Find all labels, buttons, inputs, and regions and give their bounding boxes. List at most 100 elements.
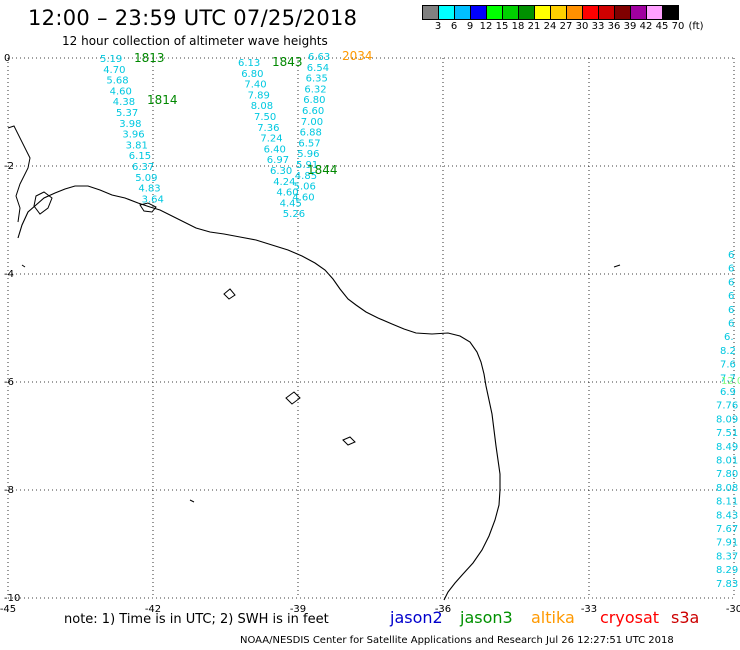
colorbar-label: 42: [639, 21, 653, 32]
x-tick-label: -33: [581, 604, 597, 615]
colorbar-label: 33: [591, 21, 605, 32]
x-tick-label: -36: [435, 604, 451, 615]
colorbar-label: 45: [655, 21, 669, 32]
track-value: 6.32: [304, 84, 326, 95]
track-value: 5.96: [297, 149, 319, 160]
track-value: 7.83: [716, 579, 738, 590]
track-value: 8.2: [720, 346, 736, 357]
track-value: 6.54: [307, 63, 329, 74]
wave-height-colorbar: [422, 5, 679, 20]
colorbar-label: 36: [607, 21, 621, 32]
footer-note: note: 1) Time is in UTC; 2) SWH is in fe…: [64, 612, 329, 627]
track-value: 4.45: [280, 198, 302, 209]
track-value: 6.97: [267, 155, 289, 166]
track-value: 3.98: [119, 119, 141, 130]
track-value: 8.43: [716, 510, 738, 521]
track-time-label: 2034: [342, 49, 373, 63]
track-value: 5.26: [283, 209, 305, 220]
colorbar-label: 21: [527, 21, 541, 32]
colorbar-label: 24: [543, 21, 557, 32]
track-value: 7.50: [254, 112, 276, 123]
track-value: 7.40: [244, 80, 266, 91]
track-value: 4.38: [113, 97, 135, 108]
track-value: 7.67: [716, 524, 738, 535]
colorbar-label: 15: [495, 21, 509, 32]
track-value: 4.60: [292, 192, 314, 203]
map-subtitle: 12 hour collection of altimeter wave hei…: [62, 34, 328, 48]
colorbar-label: 3: [434, 21, 442, 32]
colorbar-label: 30: [575, 21, 589, 32]
y-tick-label: -10: [4, 593, 20, 604]
satellite-tracks: 5.194.705.684.604.385.373.983.963.816.15…: [100, 49, 740, 590]
map-gridlines: [7, 57, 736, 599]
track-value: 5.91: [296, 160, 318, 171]
track-value: 7.24: [260, 134, 282, 145]
track-value: 7.76: [716, 401, 738, 412]
track-value: 4.83: [138, 184, 160, 195]
track-value: 6.9: [720, 387, 736, 398]
coastline-segment: [21, 264, 26, 268]
coastline-segment: [7, 125, 31, 223]
track-value: 6.13: [238, 58, 260, 69]
track-value: 6.37: [132, 162, 154, 173]
track-value: 6.: [724, 332, 734, 343]
track-value: 4.70: [103, 65, 125, 76]
y-tick-label: -8: [4, 485, 14, 496]
track-time-label: 1814: [147, 93, 178, 107]
colorbar-label: 18: [511, 21, 525, 32]
track-value: 4.60: [110, 86, 132, 97]
track-time-label: 1813: [134, 51, 165, 65]
coastline-segment: [223, 288, 236, 300]
coastline: [7, 125, 621, 601]
track-value: 7.89: [248, 90, 270, 101]
track-value: 6: [728, 250, 734, 261]
track-value: 6.63: [308, 52, 330, 63]
track-value: 6.40: [264, 144, 286, 155]
coastline-segment: [139, 202, 157, 213]
track-value: 6: [728, 319, 734, 330]
track-value: 5.09: [135, 173, 157, 184]
track-value: 8.09: [716, 414, 738, 425]
track-value: 7.36: [257, 123, 279, 134]
track-value: 5.68: [106, 76, 128, 87]
colorbar-labels: 3 6 9 12 15 18 21 24 27 30 33 36 39 42 45 70 (ft): [422, 21, 740, 35]
track-value: 8.37: [716, 551, 738, 562]
y-tick-label: -2: [4, 161, 14, 172]
track-value: 7.00: [301, 117, 323, 128]
track-value: 6: [728, 291, 734, 302]
colorbar-label: 27: [559, 21, 573, 32]
track-value: 6.15: [129, 151, 151, 162]
x-tick-label: -30: [726, 604, 740, 615]
coastline-segment: [342, 436, 356, 446]
track-value: 8.11: [716, 497, 738, 508]
track-value: 5.37: [116, 108, 138, 119]
track-value: 4.24: [273, 177, 295, 188]
map-title: 12:00 – 23:59 UTC 07/25/2018: [28, 6, 358, 30]
coastline-segment: [33, 191, 53, 215]
colorbar-label: 12: [479, 21, 493, 32]
track-value: 6: [728, 264, 734, 275]
track-value: 3.64: [142, 194, 164, 205]
x-tick-label: -42: [145, 604, 161, 615]
credit-line: NOAA/NESDIS Center for Satellite Applica…: [240, 635, 674, 646]
coastline-segment: [189, 499, 195, 503]
track-value: 6.35: [306, 74, 328, 85]
legend-jason2: jason2: [390, 608, 443, 627]
track-value: 6.57: [298, 138, 320, 149]
legend-cryosat: cryosat: [600, 608, 660, 627]
track-value: 7.91: [716, 538, 738, 549]
track-time-label: 1843: [272, 55, 303, 69]
colorbar-label: 6: [450, 21, 458, 32]
track-value: 6.60: [302, 106, 324, 117]
y-tick-label: -6: [4, 377, 14, 388]
colorbar-label: (ft): [688, 21, 704, 32]
colorbar-label: 39: [623, 21, 637, 32]
track-value: 8.08: [251, 101, 273, 112]
track-value: 3.81: [126, 140, 148, 151]
y-tick-label: 0: [4, 53, 10, 64]
y-tick-label: -4: [4, 269, 14, 280]
track-value: 8.29: [716, 565, 738, 576]
track-time-label: 1844: [307, 163, 338, 177]
track-value: 3.96: [122, 130, 144, 141]
